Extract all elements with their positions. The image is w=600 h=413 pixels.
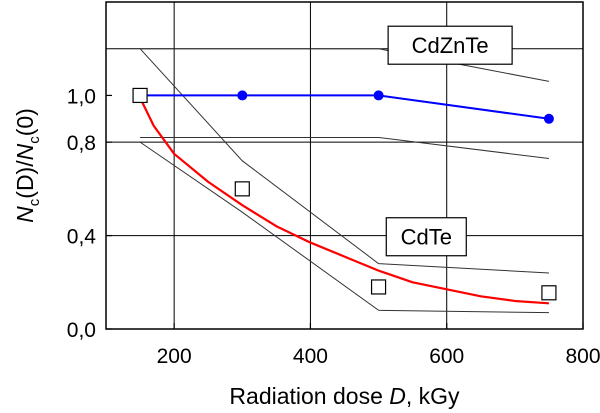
x-axis-label-var: D <box>389 383 406 409</box>
cdznte-point <box>543 113 554 124</box>
cdznte-annotation: CdZnTe <box>387 25 513 65</box>
x-tick-label: 400 <box>293 345 328 368</box>
data-series <box>132 87 557 305</box>
plot-frame <box>105 1 584 330</box>
x-axis-label-text: Radiation dose <box>229 383 389 409</box>
cdznte-line <box>140 94 550 120</box>
x-axis-label: Radiation dose D, kGy <box>229 383 460 409</box>
y-tick-label: 0,4 <box>67 226 97 249</box>
cdznte-label-box <box>387 25 513 65</box>
cdte-label: CdTe <box>401 225 452 250</box>
cdte-point <box>541 285 557 301</box>
cdznte-point <box>373 90 384 101</box>
bound-lines <box>139 48 550 314</box>
cdte-lower-bound-line <box>139 141 549 314</box>
cdte-point <box>132 87 148 104</box>
y-tick-label: 0,8 <box>67 132 96 155</box>
y-tick-label: 1,0 <box>67 85 96 108</box>
y-axis-label-n2: N <box>12 143 38 160</box>
y-axis-label-a1: (D)/ <box>12 160 38 199</box>
cdznte-point <box>237 90 248 101</box>
x-tick-label: 800 <box>565 345 600 368</box>
cdte-point <box>370 279 387 295</box>
cdznte-label: CdZnTe <box>412 33 489 58</box>
y-axis-label-s2: c <box>26 136 43 144</box>
y-axis-label-s1: c <box>26 198 43 206</box>
cdte-point <box>234 181 250 197</box>
axis-ticks: 200 400 600 800 0,0 0,4 0,8 1,0 <box>67 85 600 368</box>
x-tick-label: 600 <box>429 345 464 368</box>
y-axis-label-n1: N <box>12 206 38 223</box>
cdznte-lower-bound-line <box>140 136 549 159</box>
y-tick-label: 0,0 <box>67 319 96 342</box>
cdte-fit-curve <box>139 97 550 305</box>
cdte-upper-bound-line <box>139 48 549 274</box>
cdte-annotation: CdTe <box>385 217 467 257</box>
y-axis-label: Nc(D)/Nc(0) <box>12 108 43 223</box>
cdte-label-box <box>385 217 467 257</box>
y-axis-label-a2: (0) <box>12 108 38 136</box>
x-axis-label-unit: , kGy <box>406 383 460 409</box>
cdznte-upper-bound-line <box>140 48 550 82</box>
x-tick-label: 200 <box>157 345 192 368</box>
